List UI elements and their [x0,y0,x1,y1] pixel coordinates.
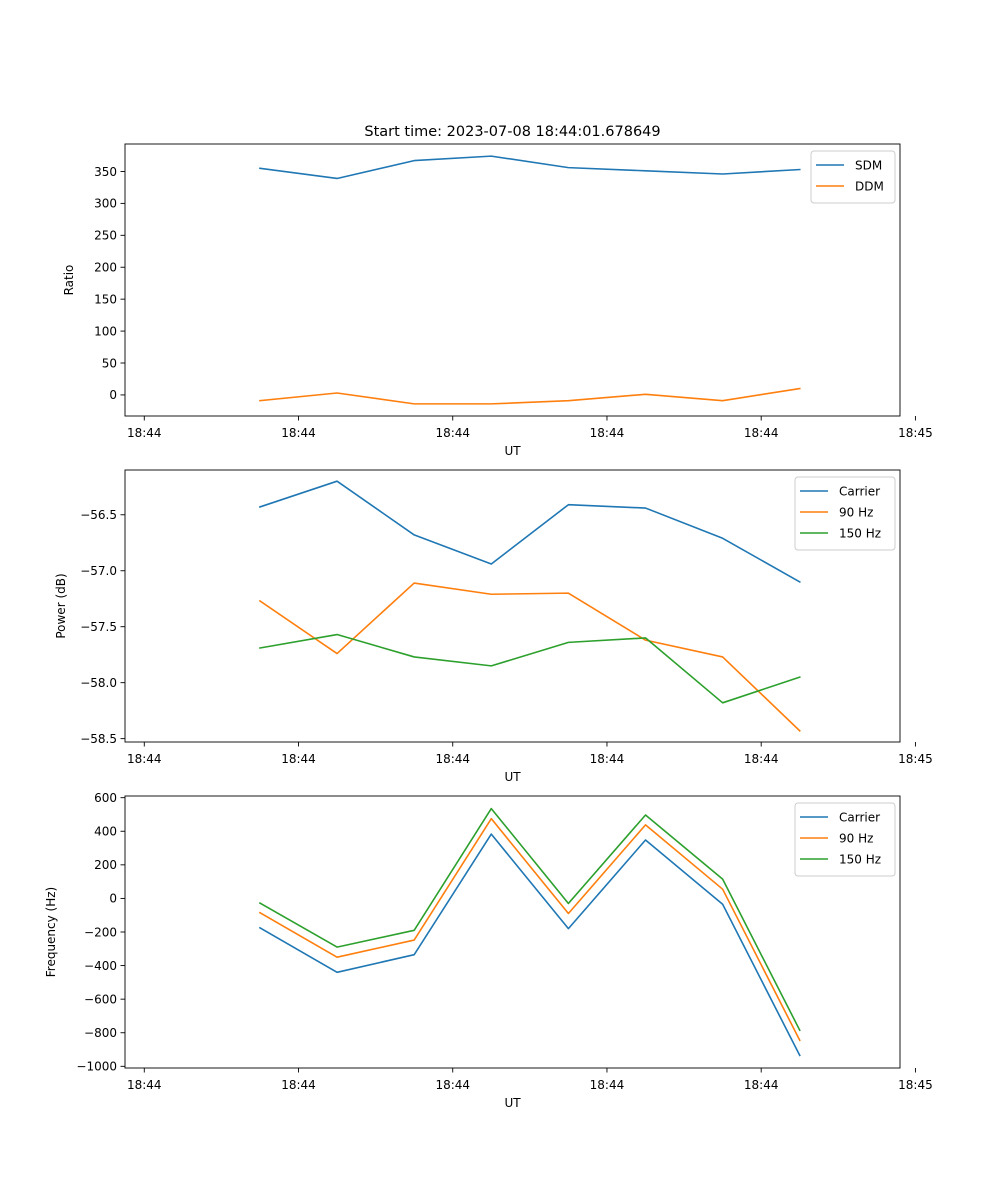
x-tick-label: 18:45 [898,426,933,440]
y-tick-label: −56.5 [80,508,117,522]
legend-label-carrier: Carrier [839,810,880,824]
axes-frame [124,143,901,417]
y-tick-label: −58.0 [80,676,117,690]
legend: Carrier 90 Hz 150 Hz [794,476,896,551]
legend-label-90-hz: 90 Hz [839,831,873,845]
y-axis-label: Power (dB) [54,573,68,638]
y-tick-label: 200 [94,261,117,275]
y-tick-label: −57.0 [80,564,117,578]
series-line-carrier [258,833,801,1057]
y-tick-label: 50 [102,356,117,370]
series-line-90-hz [258,582,801,732]
chart-3: 18:44 18:44 18:44 18:44 18:44 18:45 −1000 −800 −… [44,791,933,1110]
legend: Carrier 90 Hz 150 Hz [794,802,896,877]
y-tick-label: 250 [94,229,117,243]
y-tick-label: −1000 [76,1060,117,1074]
series-line-150-hz [259,633,801,704]
x-tick-label: 18:44 [435,1078,470,1092]
y-tick-label: 300 [94,197,117,211]
axes-frame [124,795,901,1069]
x-tick-label: 18:44 [127,752,162,766]
y-tick-label: −400 [84,959,117,973]
x-tick-label: 18:44 [744,752,779,766]
y-tick-label: 350 [94,165,117,179]
y-tick-label: −57.5 [80,620,117,634]
figure-title: Start time: 2023-07-08 18:44:01.678649 [364,124,660,140]
x-tick-label: 18:44 [435,426,470,440]
legend-box [810,150,896,204]
legend-box [794,476,896,551]
series-line-90-hz [258,817,801,1042]
y-tick-label: −200 [84,925,117,939]
y-tick-label: 200 [94,858,117,872]
x-axis-label: UT [504,770,521,784]
chart-2: 18:44 18:44 18:44 18:44 18:44 18:45 −58.5 −58.0… [54,469,933,784]
x-tick-label: 18:45 [898,752,933,766]
x-tick-label: 18:44 [127,1078,162,1092]
y-axis-label: Frequency (Hz) [44,887,58,978]
y-tick-label: 400 [94,825,117,839]
y-tick-label: 600 [94,791,117,805]
x-tick-label: 18:44 [744,1078,779,1092]
y-tick-label: −600 [84,992,117,1006]
legend-box [794,802,896,877]
series-line-carrier [258,480,801,584]
y-tick-label: 150 [94,292,117,306]
x-tick-label: 18:44 [435,752,470,766]
x-tick-label: 18:44 [281,1078,316,1092]
series-line-150-hz [258,807,801,1032]
legend-label-carrier: Carrier [839,484,880,498]
x-tick-label: 18:44 [590,1078,625,1092]
legend-label-150-hz: 150 Hz [839,526,881,540]
y-tick-label: 0 [109,892,117,906]
x-tick-label: 18:45 [898,1078,933,1092]
y-tick-label: 0 [109,388,117,402]
series-line-ddm [259,387,801,405]
axes-frame [124,469,901,743]
x-axis-label: UT [504,1096,521,1110]
series-line-sdm [259,155,801,180]
x-tick-label: 18:44 [127,426,162,440]
legend-label-90-hz: 90 Hz [839,505,873,519]
x-tick-label: 18:44 [281,426,316,440]
x-tick-label: 18:44 [590,752,625,766]
legend-label-sdm: SDM [855,158,882,172]
x-tick-label: 18:44 [744,426,779,440]
y-tick-label: −800 [84,1026,117,1040]
legend-label-150-hz: 150 Hz [839,852,881,866]
x-tick-label: 18:44 [281,752,316,766]
x-tick-label: 18:44 [590,426,625,440]
y-axis-label: Ratio [62,265,76,296]
x-axis-label: UT [504,444,521,458]
y-tick-label: −58.5 [80,732,117,746]
chart-1: 18:44 18:44 18:44 18:44 18:44 18:45 0 50 100 150 2… [62,143,933,458]
charts: 18:44 18:44 18:44 18:44 18:44 18:45 0 50 100 150 2… [44,143,933,1110]
legend: SDM DDM [810,150,896,204]
y-tick-label: 100 [94,324,117,338]
legend-label-ddm: DDM [855,179,884,193]
